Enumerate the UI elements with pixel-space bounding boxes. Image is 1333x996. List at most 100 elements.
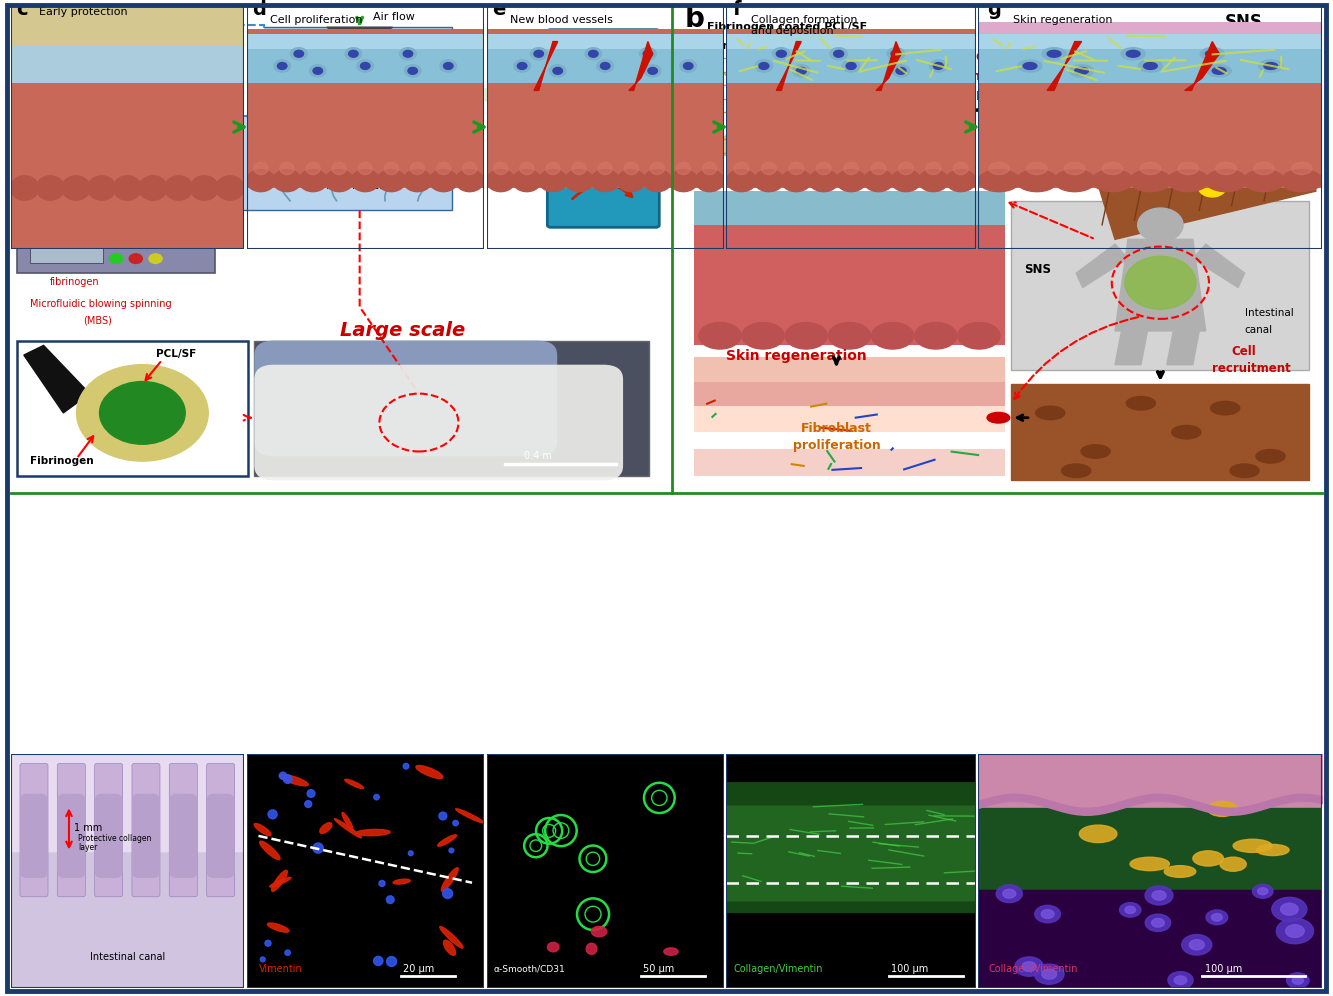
Ellipse shape: [88, 175, 116, 200]
FancyBboxPatch shape: [241, 27, 452, 210]
Ellipse shape: [1178, 162, 1198, 174]
Text: A:fibrinogen: A:fibrinogen: [103, 47, 175, 61]
Circle shape: [1042, 969, 1057, 979]
Ellipse shape: [1144, 63, 1157, 70]
Circle shape: [1272, 897, 1306, 921]
Ellipse shape: [441, 868, 459, 891]
Text: SNS: SNS: [1024, 263, 1052, 276]
Ellipse shape: [436, 162, 451, 174]
Ellipse shape: [1281, 169, 1322, 191]
Polygon shape: [1096, 114, 1316, 239]
Ellipse shape: [139, 175, 167, 200]
FancyBboxPatch shape: [95, 794, 123, 878]
Ellipse shape: [872, 323, 913, 349]
Ellipse shape: [842, 60, 860, 72]
Ellipse shape: [1064, 162, 1085, 174]
Ellipse shape: [247, 169, 275, 191]
Ellipse shape: [676, 162, 690, 174]
Ellipse shape: [517, 63, 527, 70]
Ellipse shape: [269, 877, 291, 887]
FancyBboxPatch shape: [20, 794, 48, 878]
Ellipse shape: [345, 779, 364, 789]
Circle shape: [439, 812, 447, 820]
Ellipse shape: [513, 169, 541, 191]
Ellipse shape: [444, 63, 453, 70]
Text: proliferation: proliferation: [793, 439, 880, 452]
Ellipse shape: [384, 162, 399, 174]
FancyBboxPatch shape: [694, 191, 1005, 225]
Circle shape: [373, 795, 380, 800]
Text: Collagen formation
and deposition: Collagen formation and deposition: [752, 15, 858, 36]
Ellipse shape: [648, 68, 657, 75]
Ellipse shape: [888, 48, 905, 60]
Text: 100 μm: 100 μm: [890, 964, 928, 974]
Circle shape: [1020, 33, 1042, 51]
Ellipse shape: [793, 65, 810, 77]
Ellipse shape: [357, 60, 373, 72]
FancyBboxPatch shape: [247, 34, 484, 49]
Ellipse shape: [702, 162, 717, 174]
Ellipse shape: [1233, 840, 1272, 853]
Text: chip: chip: [156, 225, 175, 234]
Circle shape: [109, 254, 123, 264]
Ellipse shape: [520, 162, 535, 174]
Polygon shape: [439, 81, 571, 128]
Ellipse shape: [680, 60, 697, 72]
Ellipse shape: [1257, 845, 1289, 856]
Circle shape: [373, 956, 383, 965]
FancyBboxPatch shape: [57, 763, 85, 896]
Circle shape: [1120, 902, 1141, 917]
Ellipse shape: [664, 948, 678, 955]
FancyBboxPatch shape: [555, 56, 653, 176]
Ellipse shape: [1212, 68, 1226, 75]
Ellipse shape: [165, 175, 192, 200]
FancyBboxPatch shape: [978, 34, 1322, 83]
Ellipse shape: [36, 175, 64, 200]
Polygon shape: [1185, 42, 1220, 91]
Ellipse shape: [191, 175, 219, 200]
Ellipse shape: [1048, 51, 1061, 57]
Circle shape: [1022, 962, 1036, 971]
Circle shape: [1034, 964, 1064, 984]
FancyBboxPatch shape: [255, 341, 649, 475]
Polygon shape: [1166, 331, 1200, 365]
Circle shape: [449, 849, 453, 853]
Circle shape: [379, 880, 385, 886]
Ellipse shape: [487, 169, 515, 191]
Text: α-Smooth/CD31: α-Smooth/CD31: [493, 965, 565, 974]
Ellipse shape: [929, 60, 946, 72]
Circle shape: [35, 74, 85, 111]
Ellipse shape: [958, 323, 1000, 349]
FancyBboxPatch shape: [207, 794, 235, 878]
Circle shape: [1174, 976, 1186, 984]
Ellipse shape: [978, 169, 1020, 191]
FancyBboxPatch shape: [11, 5, 244, 47]
Ellipse shape: [734, 162, 749, 174]
Ellipse shape: [892, 65, 909, 77]
FancyBboxPatch shape: [968, 875, 1333, 995]
Ellipse shape: [356, 830, 391, 836]
FancyBboxPatch shape: [57, 794, 85, 878]
Ellipse shape: [1036, 406, 1065, 419]
Text: Fibrinogen: Fibrinogen: [31, 455, 95, 465]
Ellipse shape: [1092, 169, 1133, 191]
Polygon shape: [1114, 331, 1148, 365]
FancyBboxPatch shape: [247, 34, 484, 83]
Text: layer: layer: [79, 843, 97, 852]
Circle shape: [403, 763, 409, 769]
Circle shape: [1198, 175, 1226, 197]
Ellipse shape: [696, 169, 724, 191]
Text: Skin regeneration: Skin regeneration: [726, 349, 866, 363]
Text: B:PCL/SF: B:PCL/SF: [103, 90, 155, 103]
Text: Vimentin: Vimentin: [259, 964, 303, 974]
Text: Collagen/Vimentin: Collagen/Vimentin: [989, 964, 1078, 974]
Text: Large scale: Large scale: [340, 321, 465, 340]
FancyBboxPatch shape: [4, 747, 251, 995]
Ellipse shape: [644, 65, 661, 77]
Ellipse shape: [698, 323, 741, 349]
Circle shape: [100, 381, 185, 444]
Ellipse shape: [456, 809, 484, 823]
Ellipse shape: [1172, 425, 1201, 439]
Text: B: PCL/SF: B: PCL/SF: [251, 104, 297, 114]
FancyBboxPatch shape: [11, 47, 244, 83]
